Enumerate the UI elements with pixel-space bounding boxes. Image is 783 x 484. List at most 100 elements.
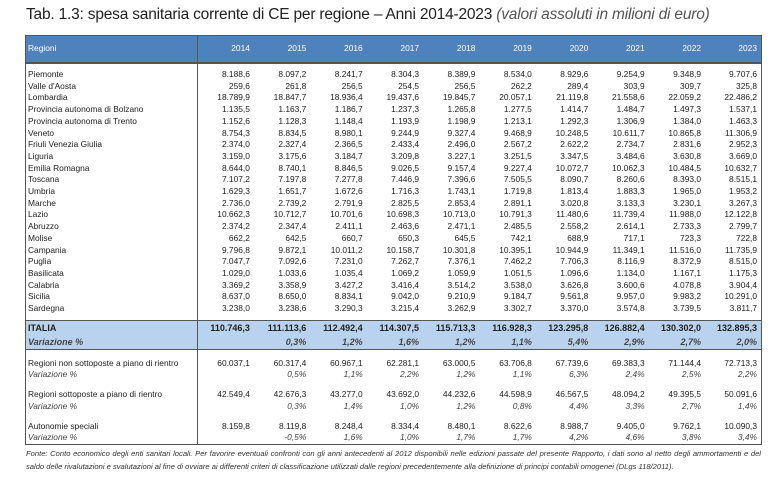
cell-value: 2.791,9 xyxy=(334,197,363,208)
cell-value: 7.462,2 xyxy=(503,256,532,267)
cell-value: 3.175,6 xyxy=(278,150,307,161)
row-label: Variazione % xyxy=(25,334,198,350)
cell-value: 261,8 xyxy=(285,80,307,91)
italia-variation-row: Variazione % 0,3% 1,2% 1,6% 1,2% 1,1% 5,4% 2,9%… xyxy=(25,334,762,350)
cell-value: 9.042,0 xyxy=(391,291,420,302)
cell-value: 63.706,8 xyxy=(499,357,532,368)
cell-value: 1.277,5 xyxy=(503,104,532,115)
cell-value: 10.632,7 xyxy=(724,162,757,173)
cell-value: 8.372,9 xyxy=(673,256,702,267)
cell-value: 3,3% xyxy=(625,400,645,411)
cell-value: 2.825,5 xyxy=(391,197,420,208)
cell-value: 69.383,3 xyxy=(612,357,645,368)
cell-value: 3.358,9 xyxy=(278,279,307,290)
cell-value: 10.158,7 xyxy=(386,244,420,255)
cell-value: 303,9 xyxy=(623,80,645,91)
cell-value: 1.306,9 xyxy=(616,115,645,126)
row-label-text: Piemonte xyxy=(28,69,64,79)
header-year: 2021 xyxy=(592,35,649,64)
cell-value: 3.209,8 xyxy=(391,150,420,161)
cell-value: 9.210,9 xyxy=(447,291,476,302)
table-row: Puglia 7.047,7 7.092,6 7.231,0 7.262,7 7.376,… xyxy=(25,256,762,268)
row-label: Valle d'Aosta xyxy=(25,80,198,93)
cell-value: 10.011,2 xyxy=(330,244,363,255)
cell-value: 3.302,7 xyxy=(503,303,532,314)
row-label-text: Variazione % xyxy=(28,432,78,443)
cell-value: 60.967,1 xyxy=(330,357,363,368)
cell-value: 8.988,7 xyxy=(560,420,589,431)
cell-value: 110.746,3 xyxy=(197,319,254,335)
row-label: Piemonte xyxy=(25,69,198,81)
row-label: Liguria xyxy=(25,150,198,163)
cell-value: 10.662,3 xyxy=(217,209,250,220)
cell-value: 1.186,7 xyxy=(334,104,363,115)
cell-value: 254,5 xyxy=(398,80,420,91)
cell-value: 1.292,3 xyxy=(560,115,589,126)
cell-value: 126.882,4 xyxy=(592,319,649,335)
row-label-text: Regioni non sottoposte a piano di rientr… xyxy=(28,357,179,368)
cell-value: 3.267,3 xyxy=(729,197,757,208)
cell-value: 3.020,8 xyxy=(560,197,589,208)
cell-value: 1.096,6 xyxy=(560,267,589,278)
cell-value: 130.302,0 xyxy=(648,319,706,335)
row-label: Friuli Venezia Giulia xyxy=(25,139,198,151)
cell-value: 1,2% xyxy=(310,334,367,350)
cell-value: 722,8 xyxy=(736,232,757,243)
cell-value: 2.567,2 xyxy=(503,139,532,150)
cell-value: 1.497,3 xyxy=(673,104,702,115)
row-label: Sardegna xyxy=(25,303,198,315)
cell-value: 1,2% xyxy=(456,369,476,380)
cell-value: 10.701,6 xyxy=(330,209,363,220)
row-label-text: Autonomie speciali xyxy=(28,420,99,431)
cell-value: 8.515,1 xyxy=(729,174,757,185)
row-label-text: Calabria xyxy=(28,279,60,290)
cell-value: 22.059,2 xyxy=(668,92,702,103)
cell-value: 259,6 xyxy=(228,80,250,91)
row-label-text: Friuli Venezia Giulia xyxy=(28,139,103,150)
cell-value: 11.480,6 xyxy=(556,209,589,220)
cell-value: 2.411,1 xyxy=(335,221,363,232)
cell-value: 7.231,0 xyxy=(334,256,363,267)
cell-value: 1.463,3 xyxy=(729,115,757,126)
cell-value: 8.393,0 xyxy=(673,174,702,185)
cell-value: 3.669,0 xyxy=(729,150,757,161)
cell-value: 9.983,2 xyxy=(673,291,702,302)
cell-value: 8.644,0 xyxy=(221,162,250,173)
cell-value: 1,7% xyxy=(456,432,476,443)
table-row: Lombardia 18.789,9 18.847,7 18.936,4 19.437,… xyxy=(25,92,762,105)
cell-value: 4,2% xyxy=(569,432,589,443)
row-label-text: Puglia xyxy=(28,256,52,267)
cell-value: 9.244,9 xyxy=(391,127,420,138)
cell-value: 116.928,3 xyxy=(479,319,536,335)
cell-value: 742,1 xyxy=(510,232,532,243)
cell-value: 1.029,0 xyxy=(221,267,250,278)
cell-value: 114.307,5 xyxy=(366,319,424,335)
cell-value: 44.598,9 xyxy=(499,389,532,400)
cell-value: 3.427,2 xyxy=(334,279,363,290)
cell-value: 8.740,1 xyxy=(278,162,307,173)
header-year: 2014 xyxy=(197,35,254,64)
cell-value: 3.538,0 xyxy=(503,279,532,290)
cell-value: 9.872,1 xyxy=(278,244,307,255)
cell-value: 8.515,0 xyxy=(729,256,757,267)
cell-value: 9.348,9 xyxy=(673,69,702,79)
cell-value: 3.811,7 xyxy=(729,303,757,314)
cell-value: 1.743,1 xyxy=(447,186,476,197)
group-variation-row: Variazione % 0,3% 1,4% 1,0% 1,2% 0,8% 4,4% 3,3%… xyxy=(25,400,762,413)
cell-value: 21.558,6 xyxy=(612,92,645,103)
cell-value: 3.574,8 xyxy=(616,303,645,314)
row-label: Veneto xyxy=(25,127,198,140)
cell-value: 46.567,5 xyxy=(555,389,589,400)
cell-value: 19.845,7 xyxy=(442,92,476,103)
cell-value: 7.376,1 xyxy=(447,256,476,267)
cell-value: 8.980,1 xyxy=(334,127,363,138)
row-label: Provincia autonoma di Trento xyxy=(25,115,198,128)
row-label: Marche xyxy=(25,197,198,210)
cell-value: 2.733,3 xyxy=(673,221,702,232)
footnote: Fonte: Conto economico degli enti sanita… xyxy=(26,449,761,471)
cell-value: 9.796,8 xyxy=(221,244,250,255)
cell-value: 49.395,5 xyxy=(668,389,702,400)
cell-value: 1.716,3 xyxy=(391,186,420,197)
cell-value: 67.739,6 xyxy=(555,357,589,368)
cell-value: 5,4% xyxy=(535,334,593,350)
